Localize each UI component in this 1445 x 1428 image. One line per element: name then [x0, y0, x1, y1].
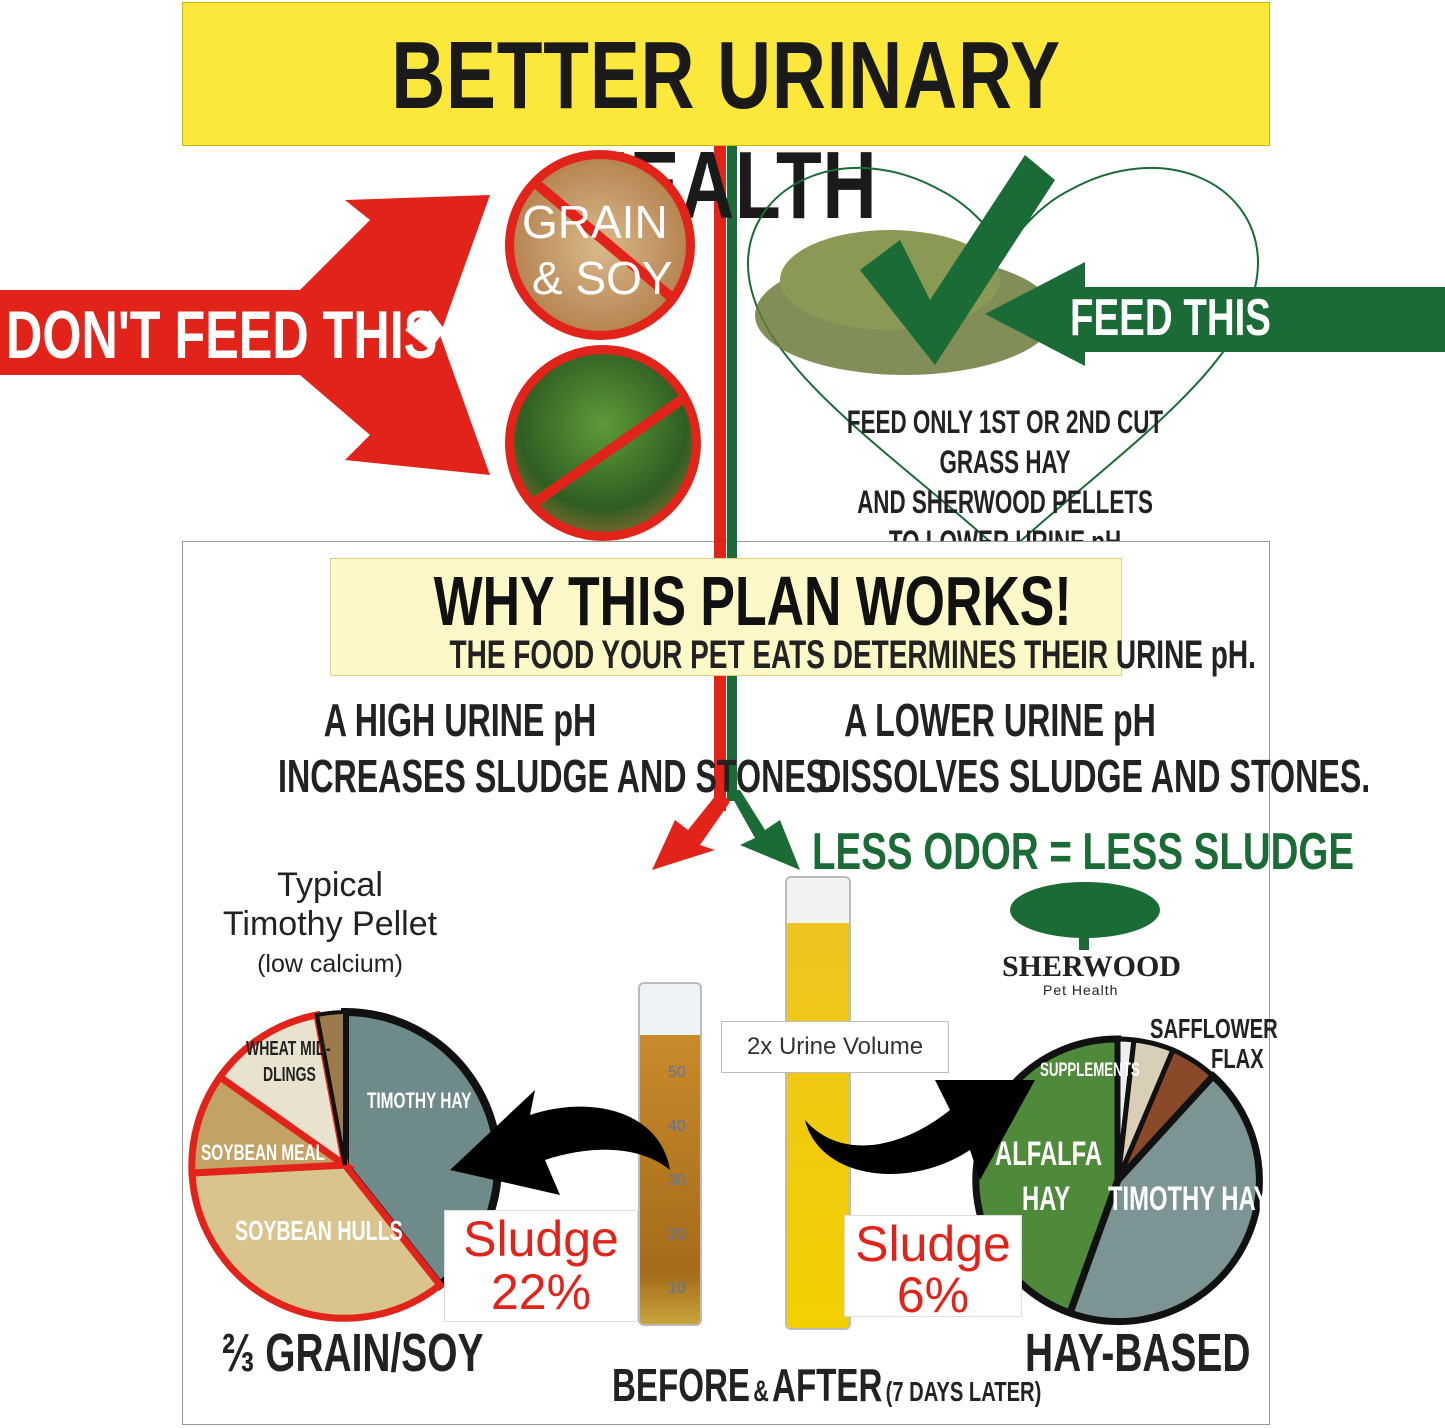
dont-feed-arrow	[0, 195, 490, 475]
days-later-text: (7 DAYS LATER)	[885, 1376, 1042, 1407]
before-after-caption: BEFORE & AFTER (7 DAYS LATER)	[612, 1358, 1041, 1412]
feed-this-arrow	[985, 262, 1445, 366]
scale-mark: 40	[668, 1118, 686, 1135]
low-ph-line: DISSOLVES SLUDGE AND STONES.	[818, 750, 1371, 802]
sludge-label: Sludge	[463, 1211, 619, 1267]
sludge-after-box: Sludge 6%	[844, 1215, 1022, 1323]
slice-label: SUPPLEMENTS	[1040, 1060, 1140, 1081]
slice-label: DLINGS	[263, 1064, 316, 1086]
sludge-label: Sludge	[855, 1216, 1011, 1272]
soy-text: & SOY	[532, 252, 673, 304]
slice-label: TIMOTHY HAY	[1108, 1180, 1270, 1218]
high-ph-line: INCREASES SLUDGE AND STONES.	[278, 750, 837, 802]
slice-label: ALFALFA	[995, 1135, 1103, 1173]
feed-line: AND SHERWOOD PELLETS	[857, 484, 1153, 520]
sludge-before-box: Sludge 22%	[444, 1210, 638, 1322]
scale-mark: 30	[668, 1172, 686, 1189]
before-curved-arrow	[450, 1090, 670, 1195]
after-cylinder	[785, 876, 851, 1330]
feed-instructions: FEED ONLY 1ST OR 2ND CUT GRASS HAY AND S…	[770, 402, 1240, 562]
vegetables-forbidden-icon	[505, 345, 701, 541]
low-ph-text: A LOWER URINE pH DISSOLVES SLUDGE AND ST…	[740, 692, 1371, 804]
urine-volume-label: 2x Urine Volume	[721, 1021, 949, 1073]
dont-feed-label: DON'T FEED THIS	[6, 297, 438, 373]
feed-line: FEED ONLY 1ST OR 2ND CUT GRASS HAY	[846, 404, 1164, 480]
before-text: BEFORE	[612, 1359, 751, 1411]
after-curved-arrow	[805, 1080, 1035, 1180]
why-title: WHY THIS PLAN WORKS!	[433, 562, 1072, 640]
scale-mark: 20	[668, 1226, 686, 1243]
left-pie-caption: ⅔ GRAIN/SOY	[222, 1323, 484, 1383]
slice-label: TIMOTHY HAY	[367, 1088, 472, 1113]
feed-this-label: FEED THIS	[1070, 289, 1271, 347]
scale-mark: 10	[668, 1280, 686, 1297]
typical-line: (low calcium)	[257, 950, 403, 978]
after-text: AFTER	[772, 1359, 883, 1411]
amp-text: &	[753, 1375, 769, 1408]
title-banner: BETTER URINARY HEALTH	[182, 2, 1270, 239]
pie-slice-timothy	[1065, 1071, 1263, 1326]
pie-slice-wheat-middlings	[215, 1010, 351, 1173]
typical-pellet-label: Typical Timothy Pellet (low calcium)	[180, 866, 480, 979]
brand-sub: Pet Health	[1043, 982, 1119, 998]
high-ph-text: A HIGH URINE pH INCREASES SLUDGE AND STO…	[200, 692, 837, 804]
brand-name: SHERWOOD	[1002, 950, 1181, 983]
high-ph-line: A HIGH URINE pH	[323, 694, 597, 746]
less-odor-text: LESS ODOR = LESS SLUDGE	[812, 823, 1355, 881]
sherwood-tree-logo	[1010, 882, 1160, 950]
why-subtitle: THE FOOD YOUR PET EATS DETERMINES THEIR …	[449, 633, 1256, 677]
outer-label: SAFFLOWER	[1150, 1013, 1278, 1044]
sludge-value: 22%	[490, 1264, 592, 1320]
typical-line: Timothy Pellet	[222, 905, 438, 943]
checkmark-icon	[860, 155, 1055, 365]
pie-slice-other	[314, 1009, 347, 1166]
down-arrows	[652, 790, 800, 870]
why-box: WHY THIS PLAN WORKS! THE FOOD YOUR PET E…	[330, 558, 1256, 677]
outer-label: FLAX	[1211, 1043, 1264, 1074]
grain-text: GRAIN	[522, 196, 668, 248]
sludge-value: 6%	[896, 1267, 970, 1323]
slice-label: WHEAT MID-	[246, 1038, 331, 1060]
green-divider-line	[727, 146, 737, 806]
pie-slice-soybean-hulls	[188, 1161, 445, 1322]
left-pie-chart	[188, 1008, 503, 1322]
slice-label: SOYBEAN MEAL	[201, 1140, 326, 1165]
low-ph-line: A LOWER URINE pH	[844, 694, 1156, 746]
scale-mark: 50	[668, 1064, 686, 1081]
grain-soy-forbidden-icon: GRAIN & SOY	[505, 150, 695, 340]
typical-line: Typical	[277, 866, 383, 904]
right-pie-caption: HAY-BASED	[1025, 1323, 1251, 1383]
slice-label: HAY	[1022, 1180, 1071, 1218]
cylinder-scale: 50 40 30 20 10	[668, 1046, 686, 1316]
slice-label: SOYBEAN HULLS	[235, 1215, 403, 1246]
